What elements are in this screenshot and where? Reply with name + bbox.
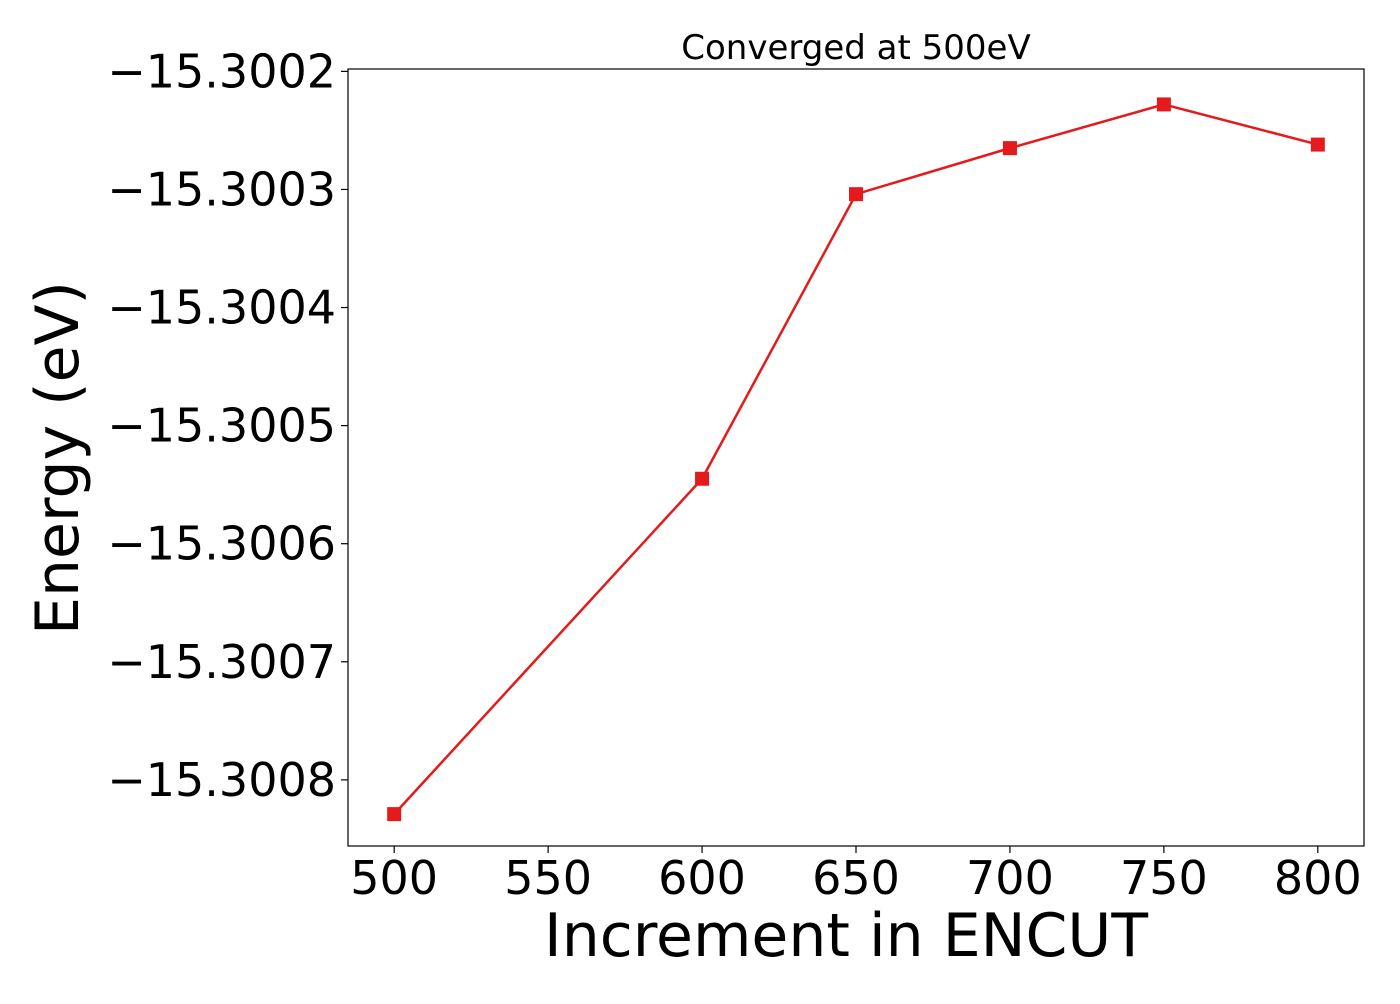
x-tick-label: 650 [812,851,900,905]
y-tick-label: −15.3002 [107,44,336,98]
y-tick-label: −15.3005 [107,399,336,453]
plot-area: 500 550 600 650 700 750 800 −15.3002 −15.3003 −15… [107,44,1365,905]
x-tick-label: 700 [966,851,1054,905]
x-tick-label: 500 [350,851,438,905]
x-tick-label: 600 [658,851,746,905]
y-tick-label: −15.3007 [107,635,336,689]
y-tick-label: −15.3004 [107,281,336,335]
plot-frame [347,68,1365,847]
y-tick-label: −15.3008 [107,753,336,807]
data-point-marker [1002,141,1017,156]
y-tick-label: −15.3006 [107,517,336,571]
x-tick-label: 750 [1120,851,1208,905]
x-tick-label: 800 [1274,851,1362,905]
x-axis-label: Increment in ENCUT [544,901,1148,971]
data-point-marker [695,471,710,486]
chart-title: Converged at 500eV [681,28,1030,68]
x-tick-label: 550 [504,851,592,905]
data-point-marker [1310,137,1325,152]
y-axis-label: Energy (eV) [23,281,93,635]
data-point-marker [849,187,863,202]
y-tick-label: −15.3003 [107,162,336,216]
series-line [393,103,1319,815]
data-point-marker [1156,97,1171,112]
data-point-marker [387,807,402,822]
